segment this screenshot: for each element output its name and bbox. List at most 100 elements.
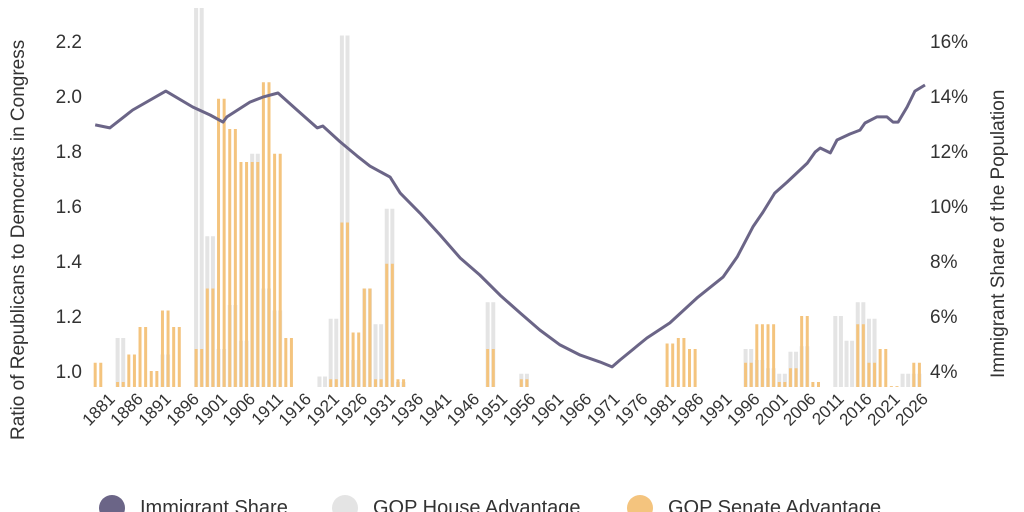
y2-tick-label: 6% bbox=[930, 307, 958, 328]
senate-advantage-bar bbox=[800, 316, 804, 387]
bars-layer bbox=[93, 8, 922, 387]
senate-advantage-bar bbox=[873, 362, 877, 387]
senate-advantage-bar bbox=[132, 354, 136, 387]
senate-advantage-bar bbox=[671, 343, 675, 387]
house-advantage-bar bbox=[485, 302, 490, 387]
senate-advantage-bar bbox=[895, 386, 899, 387]
house-advantage-bar bbox=[844, 340, 849, 387]
senate-advantage-bar bbox=[867, 362, 871, 387]
y-tick-label: 1.4 bbox=[56, 252, 83, 273]
senate-advantage-bar bbox=[351, 332, 355, 387]
y-tick-label: 1.2 bbox=[56, 307, 82, 328]
senate-advantage-bar bbox=[127, 354, 131, 387]
senate-advantage-bar bbox=[368, 288, 372, 387]
senate-advantage-bar bbox=[334, 379, 338, 387]
senate-advantage-bar bbox=[912, 362, 916, 387]
senate-advantage-bar bbox=[172, 327, 176, 387]
senate-advantage-bar bbox=[144, 327, 148, 387]
senate-advantage-bar bbox=[205, 288, 209, 387]
house-advantage-bar bbox=[121, 338, 126, 387]
house-advantage-bar bbox=[782, 373, 787, 387]
house-advantage-bar bbox=[866, 318, 871, 387]
immigrant-share-line bbox=[94, 83, 926, 369]
y2-tick-label: 14% bbox=[930, 87, 968, 108]
right-axis: 4% 6% 8% 10% 12% 14% 16% bbox=[930, 32, 968, 383]
y2-tick-label: 16% bbox=[930, 32, 968, 53]
senate-advantage-bar bbox=[884, 349, 888, 387]
senate-advantage-bar bbox=[760, 324, 764, 387]
senate-advantage-bar bbox=[379, 379, 383, 387]
senate-advantage-bar bbox=[273, 153, 277, 387]
senate-advantage-bar bbox=[200, 349, 204, 387]
senate-advantage-bar bbox=[917, 362, 921, 387]
senate-advantage-bar bbox=[805, 316, 809, 387]
senate-legend-label: GOP Senate Advantage bbox=[668, 497, 881, 512]
house-advantage-bar bbox=[339, 35, 344, 387]
house-advantage-bar bbox=[850, 340, 855, 387]
line-layer bbox=[94, 83, 926, 369]
senate-advantage-bar bbox=[777, 382, 781, 387]
senate-advantage-bar bbox=[138, 327, 142, 387]
senate-advantage-bar bbox=[788, 368, 792, 387]
senate-advantage-bar bbox=[160, 310, 164, 387]
house-legend-swatch bbox=[332, 495, 358, 512]
senate-advantage-bar bbox=[385, 263, 389, 387]
senate-advantage-bar bbox=[267, 82, 271, 387]
house-legend-label: GOP House Advantage bbox=[373, 497, 581, 512]
senate-advantage-bar bbox=[222, 98, 226, 387]
senate-advantage-bar bbox=[194, 349, 198, 387]
senate-advantage-bar bbox=[519, 379, 523, 387]
y-tick-label: 1.0 bbox=[56, 362, 82, 383]
senate-advantage-bar bbox=[217, 98, 221, 387]
y-tick-label: 2.2 bbox=[56, 32, 82, 53]
senate-advantage-bar bbox=[374, 379, 378, 387]
senate-advantage-bar bbox=[289, 338, 293, 387]
senate-advantage-bar bbox=[340, 222, 344, 387]
senate-advantage-bar bbox=[233, 129, 237, 387]
senate-advantage-bar bbox=[121, 382, 125, 387]
y-tick-label: 1.8 bbox=[56, 142, 82, 163]
senate-advantage-bar bbox=[889, 386, 893, 387]
x-axis: 1881188618911896190119061911191619211926… bbox=[79, 389, 932, 429]
senate-advantage-bar bbox=[486, 349, 490, 387]
left-axis: 1.0 1.2 1.4 1.6 1.8 2.0 2.2 bbox=[56, 32, 83, 383]
senate-advantage-bar bbox=[665, 343, 669, 387]
senate-advantage-bar bbox=[682, 338, 686, 387]
house-advantage-bar bbox=[194, 8, 199, 387]
senate-advantage-bar bbox=[396, 379, 400, 387]
senate-advantage-bar bbox=[402, 379, 406, 387]
senate-advantage-bar bbox=[250, 162, 254, 387]
y-tick-label: 2.0 bbox=[56, 87, 82, 108]
house-advantage-bar bbox=[334, 318, 339, 387]
senate-advantage-bar bbox=[211, 288, 215, 387]
senate-advantage-bar bbox=[766, 324, 770, 387]
senate-advantage-bar bbox=[856, 324, 860, 387]
senate-advantage-bar bbox=[239, 162, 243, 387]
y2-tick-label: 10% bbox=[930, 197, 968, 218]
senate-advantage-bar bbox=[166, 310, 170, 387]
house-advantage-bar bbox=[345, 35, 350, 387]
house-advantage-bar bbox=[379, 324, 384, 387]
senate-advantage-bar bbox=[256, 162, 260, 387]
senate-advantage-bar bbox=[744, 362, 748, 387]
senate-advantage-bar bbox=[116, 382, 120, 387]
senate-advantage-bar bbox=[755, 324, 759, 387]
house-advantage-bar bbox=[777, 373, 782, 387]
house-advantage-bar bbox=[115, 338, 120, 387]
immigrant-legend-label: Immigrant Share bbox=[140, 497, 288, 512]
senate-advantage-bar bbox=[345, 222, 349, 387]
y2-tick-label: 4% bbox=[930, 362, 958, 383]
house-advantage-bar bbox=[373, 324, 378, 387]
senate-advantage-bar bbox=[245, 162, 249, 387]
y2-tick-label: 12% bbox=[930, 142, 968, 163]
y-tick-label: 1.6 bbox=[56, 197, 82, 218]
house-advantage-bar bbox=[491, 302, 496, 387]
senate-advantage-bar bbox=[278, 153, 282, 387]
senate-advantage-bar bbox=[491, 349, 495, 387]
senate-advantage-bar bbox=[861, 324, 865, 387]
senate-advantage-bar bbox=[228, 129, 232, 387]
x-tick-label: 2026 bbox=[892, 389, 932, 429]
house-advantage-bar bbox=[328, 318, 333, 387]
house-advantage-bar bbox=[900, 373, 905, 387]
